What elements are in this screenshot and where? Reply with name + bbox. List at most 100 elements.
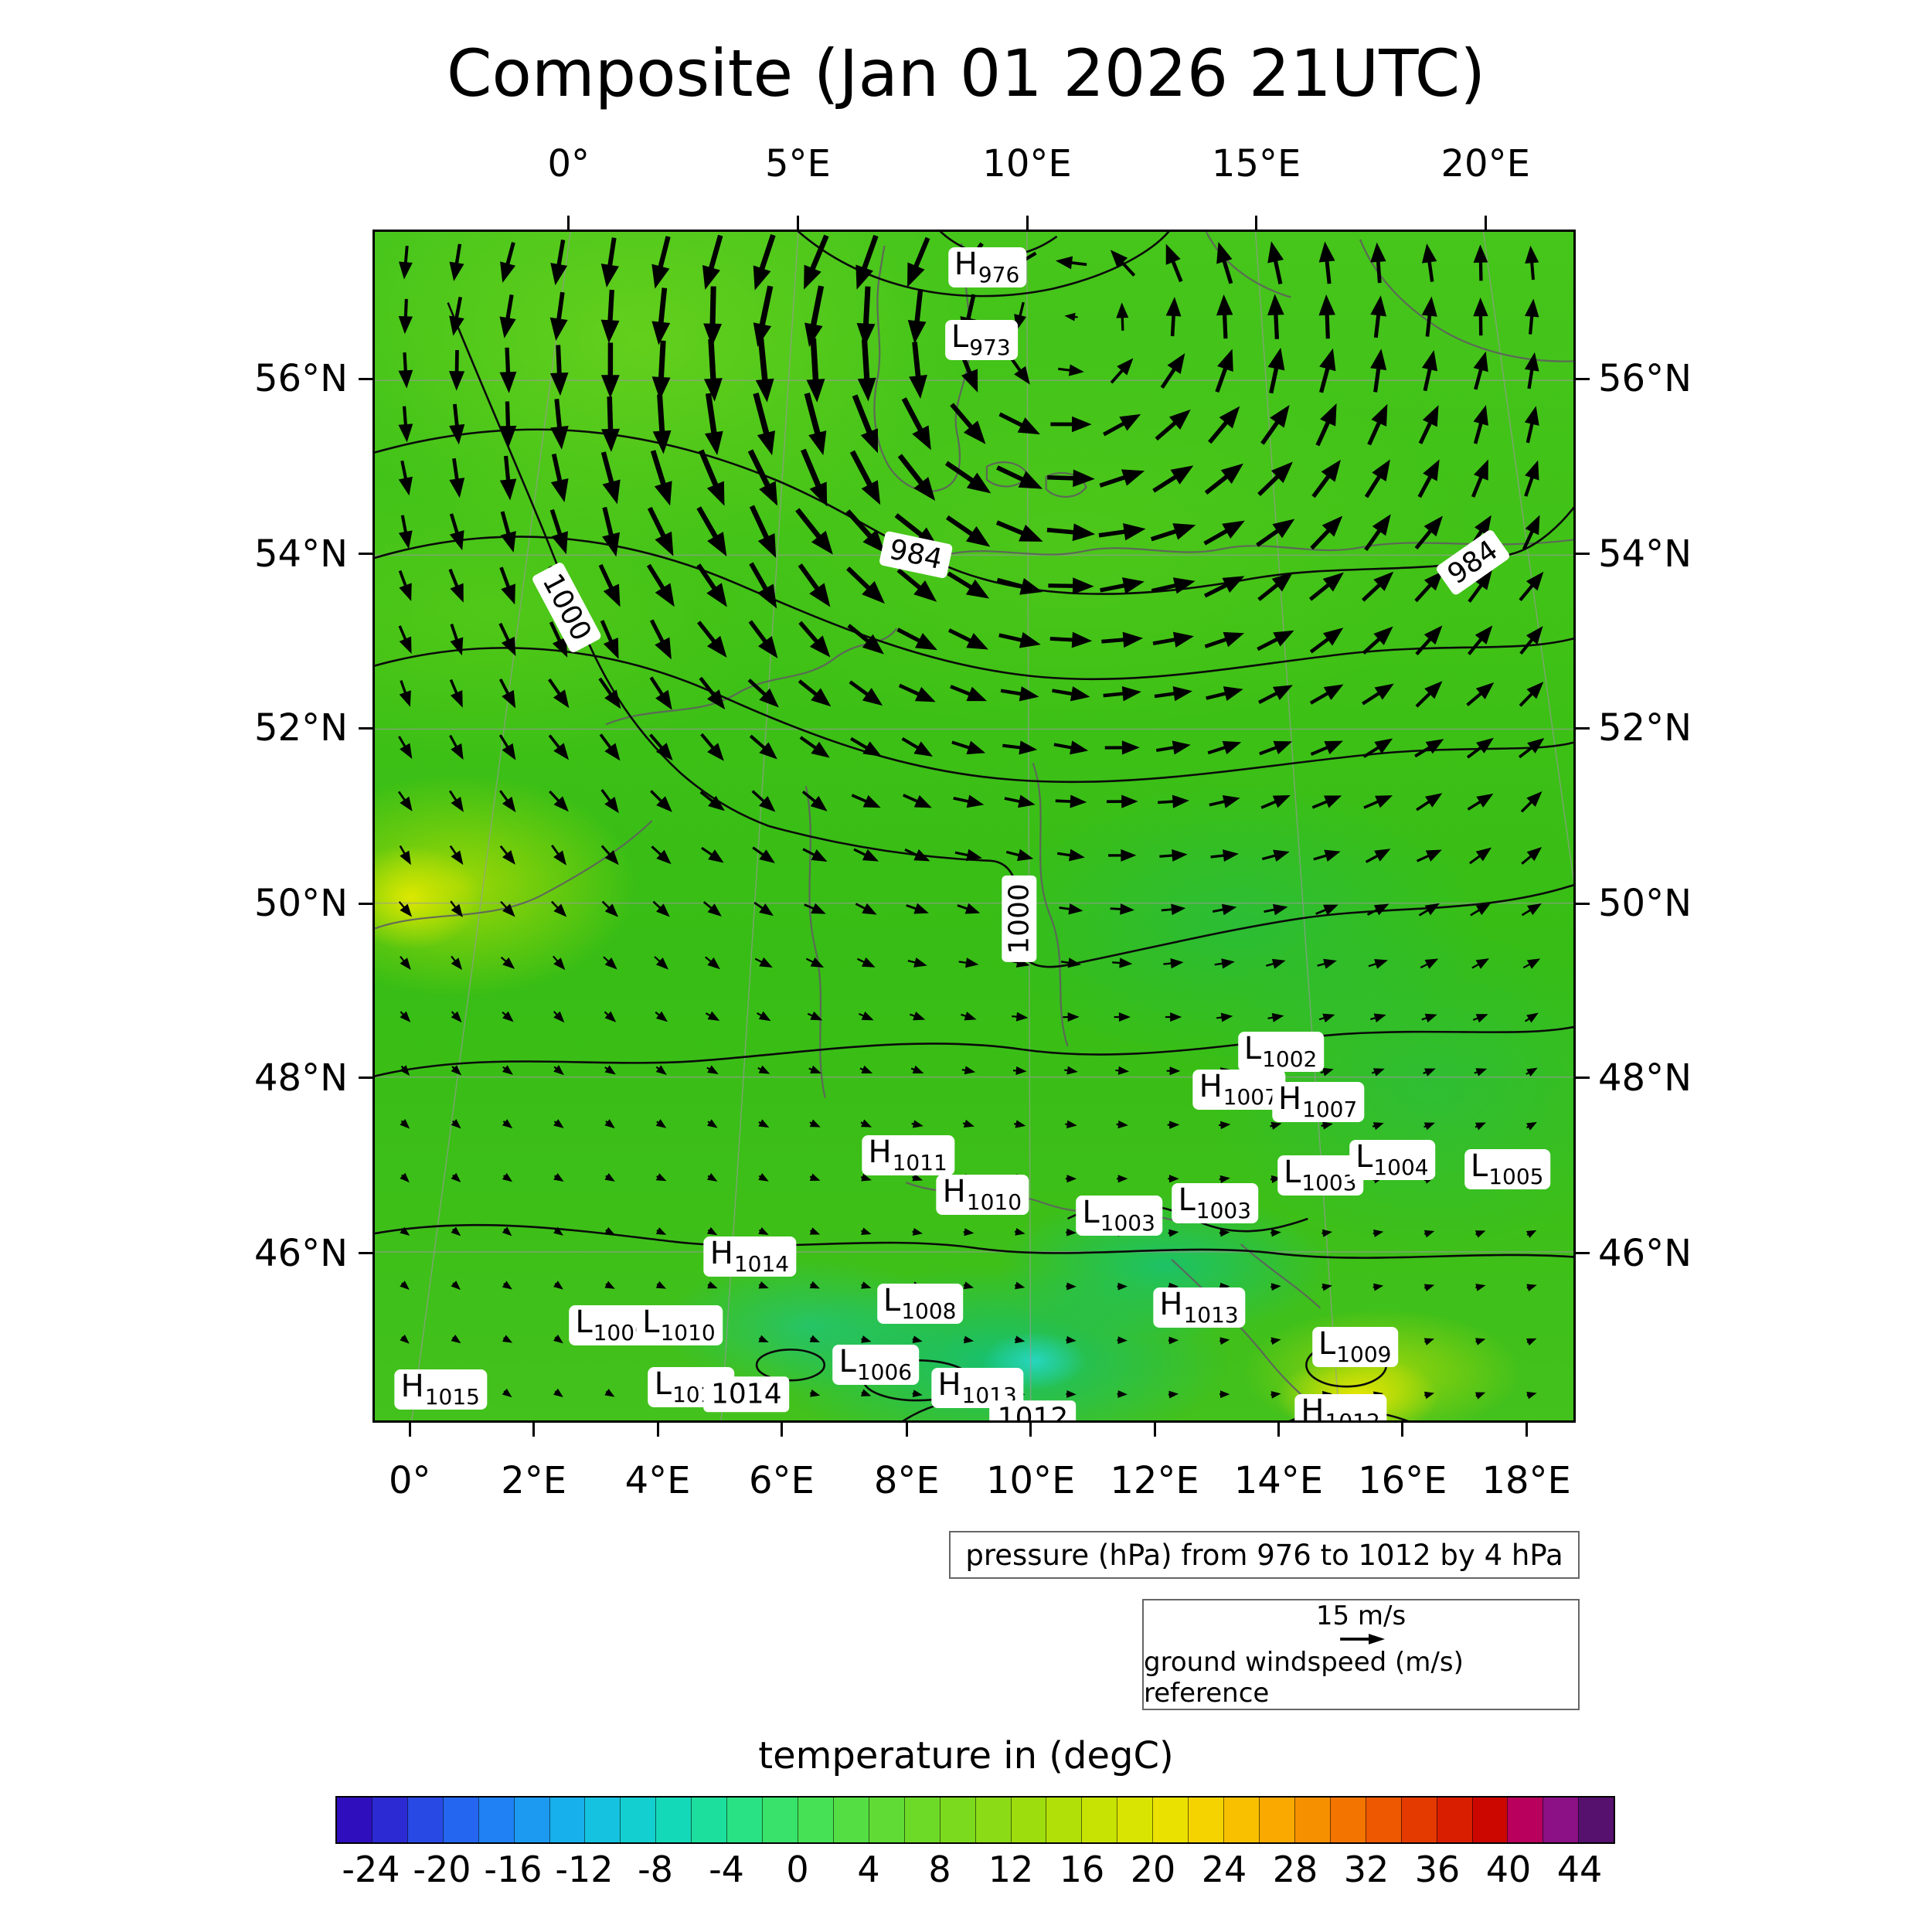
axis-tick-mark xyxy=(1277,1423,1280,1437)
axis-tick-mark xyxy=(1576,377,1590,380)
wind-arrow xyxy=(757,1065,770,1074)
wind-arrow xyxy=(861,1227,872,1236)
wind-arrow xyxy=(549,621,568,658)
wind-arrow xyxy=(1475,1230,1486,1238)
wind-arrow xyxy=(753,393,775,456)
tick-label-bottom: 16°E xyxy=(1358,1459,1447,1502)
wind-arrow xyxy=(947,571,990,599)
tick-label-bottom: 14°E xyxy=(1233,1459,1324,1502)
wind-arrow xyxy=(809,1227,821,1235)
pressure-center-label-l1008: L1008 xyxy=(876,1284,964,1325)
wind-arrow xyxy=(1165,297,1182,337)
wind-arrow xyxy=(604,1119,615,1129)
wind-arrow xyxy=(950,403,986,444)
wind-arrow xyxy=(1168,1336,1179,1345)
wind-arrow xyxy=(400,1172,410,1183)
wind-arrow xyxy=(398,460,413,496)
wind-arrow xyxy=(1168,1390,1179,1399)
wind-arrow xyxy=(912,1335,923,1343)
colorbar-segment xyxy=(337,1798,372,1842)
pressure-center-label-h1015: H1015 xyxy=(394,1369,487,1410)
tick-label-right: 48°N xyxy=(1598,1056,1692,1100)
colorbar-tick-label: -4 xyxy=(709,1849,744,1890)
contour-label-1014: 1014 xyxy=(702,1376,790,1412)
wind-arrow xyxy=(1264,903,1288,916)
wind-arrow xyxy=(649,733,673,761)
wind-arrow xyxy=(1525,245,1539,281)
wind-arrow xyxy=(451,1281,461,1291)
colorbar-tick-label: 24 xyxy=(1201,1849,1247,1890)
colorbar-tick-label: 36 xyxy=(1414,1849,1461,1890)
wind-arrow xyxy=(1418,405,1439,444)
wind-arrow xyxy=(1362,626,1393,655)
wind-arrow xyxy=(550,399,569,450)
pressure-center-label-l1003: L1003 xyxy=(1076,1196,1162,1236)
wind-arrow xyxy=(1160,352,1185,389)
wind-arrow xyxy=(1365,849,1391,863)
colorbar-tick-label: 4 xyxy=(857,1849,880,1890)
pressure-center-letter: L xyxy=(1178,1182,1196,1218)
wind-arrow xyxy=(1370,349,1387,393)
wind-arrow xyxy=(1414,515,1443,550)
pressure-center-value: 976 xyxy=(978,262,1020,288)
wind-arrow xyxy=(1060,957,1081,968)
axis-left: 56°N 54°N 52°N 50°N 48°N 46°N xyxy=(193,230,348,1423)
wind-arrow xyxy=(1372,1122,1384,1131)
wind-arrow xyxy=(809,1173,821,1182)
pressure-center-value: 1002 xyxy=(1262,1046,1318,1073)
wind-arrow xyxy=(898,683,936,702)
wind-arrow xyxy=(602,506,621,557)
wind-arrow xyxy=(801,790,828,811)
wind-arrow xyxy=(1055,794,1087,808)
pressure-center-value: 1007 xyxy=(1223,1084,1278,1111)
pressure-center-letter: H xyxy=(400,1369,424,1404)
wind-arrow xyxy=(1116,302,1129,331)
wind-arrow xyxy=(1415,625,1443,655)
wind-arrow xyxy=(1519,571,1544,602)
wind-arrow xyxy=(398,515,413,549)
wind-arrow xyxy=(451,1119,461,1129)
pressure-center-value: 1003 xyxy=(1196,1197,1252,1223)
wind-arrows xyxy=(397,234,1545,1400)
wind-arrow xyxy=(1112,957,1133,968)
colorbar-segment xyxy=(1507,1798,1543,1842)
wind-arrow xyxy=(954,849,983,862)
pressure-center-letter: H xyxy=(1159,1286,1183,1322)
wind-arrow xyxy=(400,1119,410,1129)
wind-arrow xyxy=(1313,849,1341,862)
wind-arrow xyxy=(1257,461,1293,496)
wind-arrow xyxy=(1158,794,1189,808)
colorbar-segment xyxy=(655,1798,692,1842)
wind-arrow xyxy=(400,1334,410,1344)
wind-arrow xyxy=(449,679,463,708)
axis-right: 56°N 54°N 52°N 50°N 48°N 46°N xyxy=(1598,230,1753,1423)
wind-arrow xyxy=(1215,349,1233,393)
colorbar-segment xyxy=(406,1798,443,1842)
wind-arrow xyxy=(809,1281,820,1289)
colorbar-segment xyxy=(1436,1798,1472,1842)
wind-arrow xyxy=(809,1335,820,1342)
contour-label-1012: 1012 xyxy=(989,1400,1077,1420)
wind-arrow xyxy=(552,955,566,971)
wind-arrow xyxy=(804,234,829,290)
colorbar-segment xyxy=(620,1798,656,1842)
wind-arrow xyxy=(1104,740,1140,755)
wind-arrow xyxy=(802,848,828,862)
wind-arrow xyxy=(1473,244,1488,281)
wind-arrow xyxy=(1203,576,1245,598)
wind-arrow xyxy=(705,1011,720,1022)
axis-bottom: 0° 2°E 4°E 6°E 8°E 10°E 12°E 14°E 16°E 18°E xyxy=(372,1462,1576,1505)
wind-arrow xyxy=(805,957,825,968)
axis-tick-mark xyxy=(359,726,372,730)
wind-arrow xyxy=(1315,904,1338,916)
tick-label-top: 0° xyxy=(547,142,590,185)
colorbar-segment xyxy=(1010,1798,1046,1842)
wind-arrow xyxy=(1363,795,1393,809)
wind-arrow xyxy=(500,900,515,917)
wind-arrow xyxy=(1371,1068,1385,1077)
wind-arrow xyxy=(1002,740,1038,755)
wind-arrow xyxy=(1270,1390,1281,1399)
pressure-center-letter: H xyxy=(954,247,978,283)
wind-arrow xyxy=(1064,1066,1078,1075)
tick-label-top: 15°E xyxy=(1211,142,1301,185)
